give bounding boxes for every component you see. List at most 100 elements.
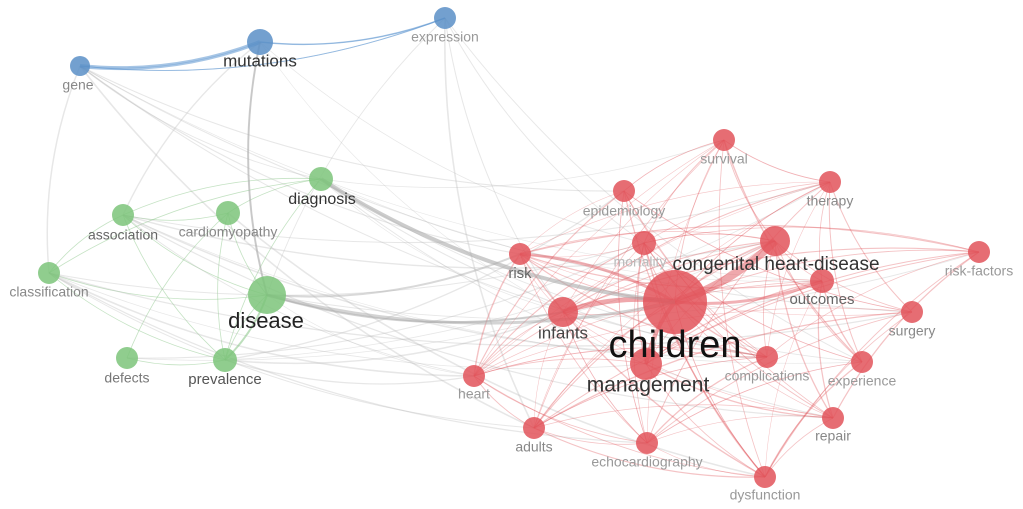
edge [646, 356, 768, 444]
node [756, 346, 778, 368]
labels: gene mutations expression diagnosis associat… [9, 29, 1013, 503]
edge [79, 65, 823, 282]
edge [643, 242, 766, 478]
edge [122, 181, 831, 244]
edge [79, 65, 913, 313]
node-label: echocardiography [591, 454, 702, 470]
edge [224, 190, 625, 361]
edge [48, 272, 475, 377]
node-label: mortality [614, 254, 667, 270]
node-label: prevalence [188, 371, 261, 388]
node-label: complications [725, 368, 810, 384]
edge [473, 139, 725, 377]
node-label: risk [508, 265, 532, 282]
edge [645, 251, 980, 365]
edge [320, 178, 564, 313]
edge [764, 280, 823, 478]
node-label: epidemiology [583, 203, 666, 219]
edge [533, 311, 913, 429]
edge [533, 404, 834, 429]
edge [645, 363, 766, 478]
edge [623, 190, 913, 313]
edge [122, 214, 834, 419]
edge [533, 139, 725, 429]
node [248, 276, 286, 314]
edge [519, 253, 766, 478]
edge [633, 242, 648, 444]
edge [643, 139, 725, 244]
edge [817, 280, 834, 419]
edge [646, 181, 831, 444]
edge [643, 181, 831, 244]
edge [224, 181, 831, 361]
node [613, 180, 635, 202]
node-label: management [587, 374, 710, 397]
edge [79, 65, 768, 358]
node [247, 29, 273, 55]
edge [259, 41, 645, 244]
edge [623, 139, 725, 192]
node-label: expression [411, 29, 479, 45]
edge [79, 65, 535, 429]
edge [519, 242, 645, 258]
edge [766, 181, 831, 358]
edge [247, 41, 268, 296]
edge [646, 442, 766, 478]
edge [224, 311, 564, 365]
node [713, 129, 735, 151]
edge [320, 139, 725, 188]
edge [774, 240, 863, 363]
edge [224, 178, 322, 361]
node-label: children [608, 324, 741, 366]
edge [646, 415, 834, 444]
edge [122, 214, 768, 358]
edge [122, 177, 322, 216]
edge [562, 240, 776, 313]
edge [473, 375, 648, 444]
node [216, 201, 240, 225]
edge [562, 311, 648, 444]
edge [832, 251, 980, 419]
node [548, 297, 578, 327]
edge [533, 427, 648, 445]
edge [718, 139, 766, 478]
edge [266, 251, 980, 320]
edge [266, 294, 475, 377]
edge [473, 242, 645, 377]
node-label: gene [62, 77, 93, 93]
edge [643, 233, 776, 244]
edge [519, 253, 913, 316]
edge [320, 178, 768, 358]
node [509, 243, 531, 265]
edge [519, 253, 648, 444]
node-label: defects [104, 370, 149, 386]
node-label: therapy [807, 193, 854, 209]
node [760, 226, 790, 256]
node-label: dysfunction [730, 487, 801, 503]
edge [473, 253, 521, 377]
edge [217, 212, 229, 361]
edge [48, 272, 647, 370]
edge [320, 178, 823, 282]
edge [643, 226, 980, 253]
edge [828, 181, 863, 363]
edge [774, 240, 913, 313]
node [70, 56, 90, 76]
edge [122, 214, 475, 377]
edge [533, 427, 766, 478]
edge [266, 17, 446, 296]
edge [319, 177, 676, 304]
edge [519, 181, 831, 255]
edge [723, 139, 863, 363]
edge [126, 242, 645, 359]
edge [48, 242, 645, 296]
edge [643, 242, 834, 419]
node-label: repair [815, 428, 851, 444]
node-label: outcomes [789, 291, 854, 308]
edge [623, 190, 766, 478]
node [434, 7, 456, 29]
edge [533, 242, 645, 429]
edge [444, 17, 863, 363]
node-label: experience [828, 373, 897, 389]
edge [126, 212, 229, 359]
